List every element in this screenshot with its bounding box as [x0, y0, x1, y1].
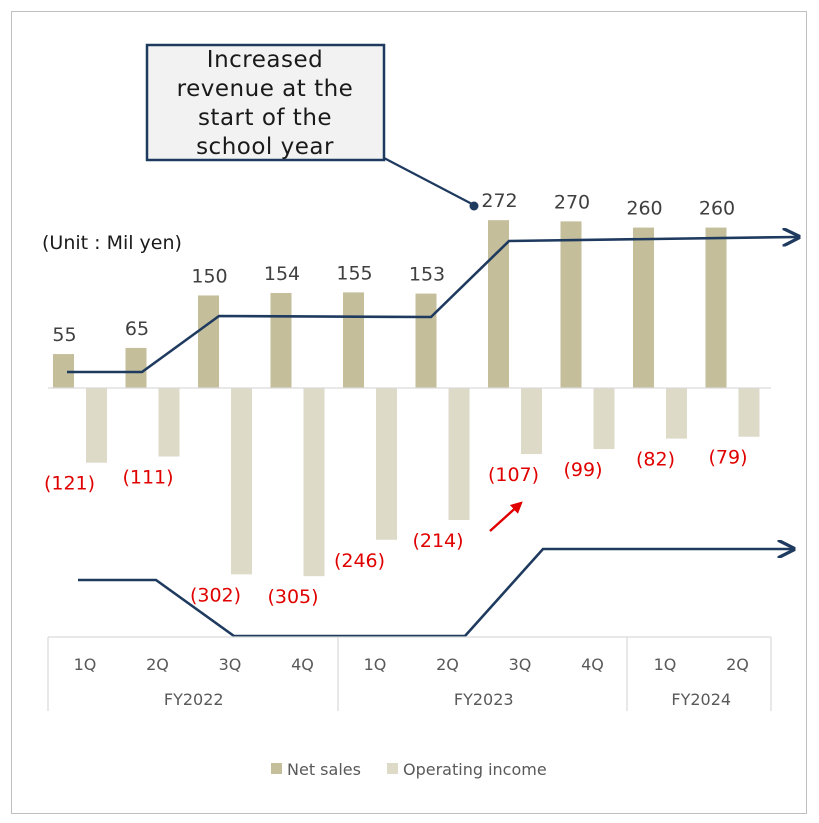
callout: Increased revenue at the start of the sc…: [145, 43, 479, 211]
net-sales-trend-arrow: [67, 237, 797, 374]
x-tick-4: 4Q: [291, 655, 314, 674]
bar-net-sales-6: [415, 293, 437, 388]
x-tick-9: 1Q: [654, 655, 677, 674]
bar-net-sales-5: [343, 292, 364, 388]
bar-net-sales-4: [270, 292, 292, 388]
chart-frame: [11, 11, 807, 814]
label-net-sales-1: 55: [52, 324, 76, 346]
bar-operating-income-10: [738, 388, 760, 437]
bar-operating-income-2: [158, 388, 180, 457]
label-operating-income-9: (82): [636, 449, 675, 471]
callout-dot: [469, 201, 479, 211]
bar-net-sales-10: [705, 227, 727, 388]
x-tick-6: 2Q: [436, 655, 459, 674]
callout-line-2: revenue at the: [177, 76, 354, 102]
legend-swatch-operating-income: [387, 763, 398, 774]
operating-income-trend-arrow: [78, 549, 792, 638]
label-net-sales-5: 155: [336, 262, 372, 284]
callout-line-3: start of the: [198, 105, 332, 131]
improvement-arrow: [489, 501, 523, 532]
label-net-sales-4: 154: [264, 263, 300, 285]
label-operating-income-7: (107): [488, 464, 539, 486]
bar-operating-income-1: [86, 388, 107, 463]
legend: Net sales Operating income: [271, 760, 547, 779]
label-net-sales-10: 260: [699, 198, 735, 220]
x-tick-1: 1Q: [74, 655, 97, 674]
bars-layer: [53, 220, 760, 577]
label-operating-income-5: (246): [334, 550, 385, 572]
bar-operating-income-3: [231, 388, 252, 575]
legend-label-operating-income: Operating income: [403, 760, 547, 779]
label-operating-income-4: (305): [267, 586, 318, 608]
unit-label: (Unit : Mil yen): [42, 232, 182, 254]
label-operating-income-2: (111): [122, 466, 173, 488]
callout-line-1: Increased: [207, 47, 323, 73]
bar-operating-income-8: [593, 388, 615, 450]
label-operating-income-8: (99): [563, 459, 602, 481]
label-net-sales-6: 153: [409, 264, 445, 286]
x-tick-2: 2Q: [146, 655, 169, 674]
callout-leader: [383, 157, 473, 205]
bar-net-sales-9: [633, 227, 654, 388]
x-tick-8: 4Q: [581, 655, 604, 674]
bar-net-sales-8: [560, 221, 582, 388]
bar-operating-income-4: [303, 388, 325, 577]
callout-line-4: school year: [196, 134, 334, 160]
bar-net-sales-7: [488, 220, 509, 388]
group-label-fy2024: FY2024: [671, 690, 731, 709]
label-net-sales-2: 65: [125, 318, 149, 340]
bar-operating-income-5: [376, 388, 397, 540]
x-tick-3: 3Q: [219, 655, 242, 674]
bar-net-sales-2: [125, 347, 147, 388]
label-operating-income-6: (214): [412, 530, 463, 552]
legend-swatch-net-sales: [271, 763, 282, 774]
callout-box: [145, 43, 386, 162]
label-net-sales-9: 260: [626, 198, 662, 220]
bar-net-sales-3: [198, 295, 219, 388]
label-net-sales-3: 150: [191, 265, 227, 287]
value-labels-layer: 55 (121) 65 (111) 150 (302) 154 (305) 155 (246) 15…: [44, 190, 748, 608]
label-net-sales-7: 272: [481, 190, 517, 212]
label-operating-income-10: (79): [708, 447, 747, 469]
legend-label-net-sales: Net sales: [287, 760, 361, 779]
bar-operating-income-6: [448, 388, 470, 521]
bar-operating-income-7: [521, 388, 542, 455]
label-operating-income-1: (121): [44, 473, 95, 495]
label-operating-income-3: (302): [190, 584, 241, 606]
x-tick-10: 2Q: [726, 655, 749, 674]
x-tick-7: 3Q: [509, 655, 532, 674]
bar-net-sales-1: [53, 354, 74, 388]
category-axis: 1Q 2Q 3Q 4Q 1Q 2Q 3Q 4Q 1Q 2Q FY2022 FY2023 FY2024: [47, 636, 772, 711]
label-net-sales-8: 270: [554, 191, 590, 213]
group-label-fy2022: FY2022: [164, 690, 224, 709]
bar-operating-income-9: [666, 388, 687, 439]
group-label-fy2023: FY2023: [454, 690, 514, 709]
x-tick-5: 1Q: [364, 655, 387, 674]
